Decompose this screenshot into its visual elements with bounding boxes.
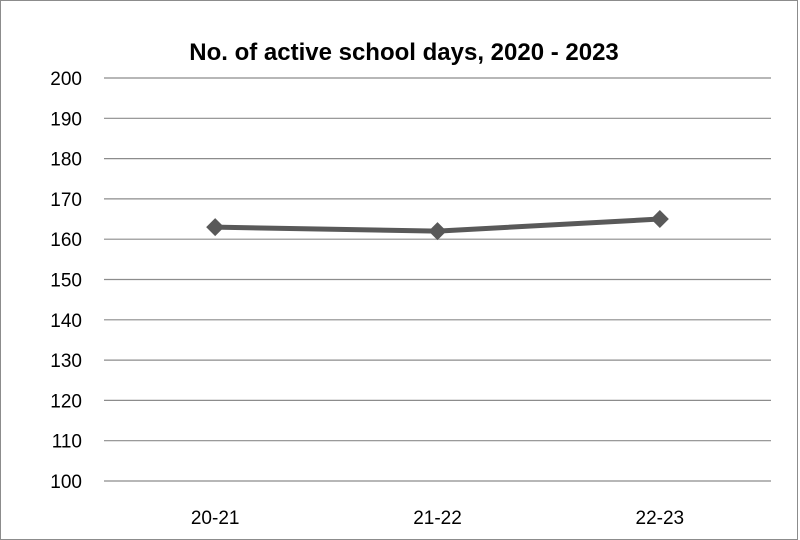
y-tick-label: 200 (50, 69, 82, 90)
y-tick-label: 130 (50, 351, 82, 372)
y-tick-label: 190 (50, 109, 82, 130)
data-point-marker (428, 222, 447, 241)
series-0 (206, 210, 669, 241)
x-tick-label: 22-23 (636, 508, 685, 529)
y-tick-label: 150 (50, 271, 82, 292)
y-tick-label: 120 (50, 391, 82, 412)
y-tick-label: 100 (50, 472, 82, 493)
y-tick-label: 180 (50, 150, 82, 171)
data-point-marker (206, 218, 225, 237)
chart-title: No. of active school days, 2020 - 2023 (189, 39, 619, 66)
y-tick-label: 140 (50, 311, 82, 332)
x-tick-label: 21-22 (413, 508, 462, 529)
y-tick-label: 160 (50, 230, 82, 251)
y-axis-tick-labels: 200 190 180 170 160 150 140 130 120 110 100 (50, 69, 82, 493)
gridlines (104, 77, 771, 482)
y-tick-label: 110 (52, 432, 82, 453)
x-axis-tick-labels: 20-21 21-22 22-23 (191, 508, 684, 529)
data-point-marker (650, 210, 669, 229)
y-tick-label: 170 (50, 190, 82, 211)
x-tick-label: 20-21 (191, 508, 240, 529)
